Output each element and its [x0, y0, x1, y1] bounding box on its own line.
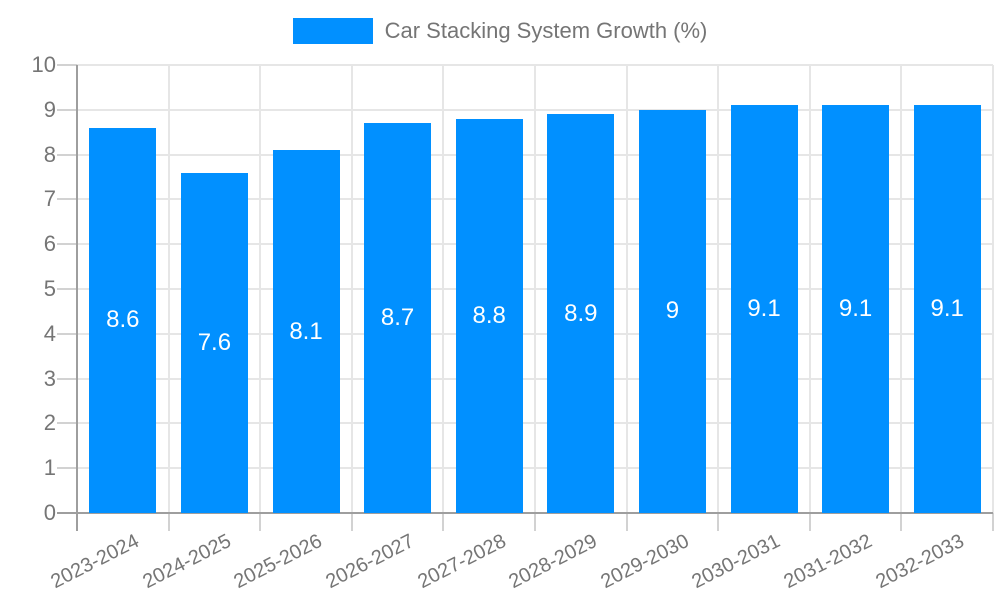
x-tick-label: 2025-2026 — [230, 530, 326, 594]
x-tick-label: 2023-2024 — [47, 530, 143, 594]
y-tick-label: 8 — [43, 141, 56, 167]
bar-2029-2030[interactable]: 9 — [638, 109, 706, 513]
x-gridline — [717, 65, 720, 513]
x-tick-label: 2029-2030 — [597, 530, 693, 594]
legend-color-swatch — [292, 18, 373, 44]
x-gridline — [808, 65, 811, 513]
y-axis-tick — [57, 108, 77, 111]
y-axis-tick — [57, 64, 77, 66]
y-tick-label: 3 — [43, 365, 56, 391]
x-gridline — [442, 65, 445, 513]
bar-2023-2024[interactable]: 8.6 — [89, 127, 157, 513]
y-tick-label: 1 — [43, 455, 56, 481]
x-gridline — [625, 65, 628, 513]
y-tick-label: 4 — [43, 320, 56, 346]
bar-2027-2028[interactable]: 8.8 — [455, 118, 523, 513]
bar-2030-2031[interactable]: 9.1 — [730, 105, 798, 513]
bar-value-label: 9.1 — [930, 295, 964, 323]
x-tick-label: 2030-2031 — [688, 530, 784, 594]
x-tick-label: 2031-2032 — [780, 530, 876, 594]
x-axis-tick — [167, 513, 170, 531]
legend-label: Car Stacking System Growth (%) — [384, 18, 708, 43]
y-tick-label: 10 — [31, 52, 56, 77]
bar-value-label: 8.7 — [380, 304, 415, 332]
y-tick-label: 9 — [43, 96, 56, 122]
x-gridline — [900, 65, 903, 513]
y-axis-tick — [57, 377, 77, 380]
bar-2032-2033[interactable]: 9.1 — [913, 105, 981, 513]
bar-2025-2026[interactable]: 8.1 — [272, 150, 340, 513]
y-tick-label: 5 — [43, 276, 56, 301]
x-axis-tick — [625, 513, 628, 531]
x-gridline — [350, 65, 353, 513]
bar-value-label: 9.1 — [747, 295, 781, 323]
x-axis-tick — [442, 513, 445, 531]
y-axis-tick — [57, 153, 77, 156]
bar-2026-2027[interactable]: 8.7 — [364, 123, 432, 513]
x-axis-tick — [717, 513, 720, 531]
y-axis-tick — [57, 332, 77, 335]
bar-2028-2029[interactable]: 8.9 — [547, 114, 615, 513]
y-tick-label: 0 — [43, 500, 56, 525]
x-gridline — [167, 65, 170, 513]
y-tick-label: 2 — [43, 410, 56, 436]
y-tick-label: 6 — [43, 231, 56, 257]
y-axis-tick — [57, 243, 77, 246]
x-gridline — [534, 65, 536, 513]
x-axis-line — [57, 512, 993, 514]
bar-value-label: 8.1 — [289, 317, 323, 345]
bar-2031-2032[interactable]: 9.1 — [822, 105, 890, 513]
bar-value-label: 7.6 — [197, 328, 232, 356]
y-axis-line — [76, 65, 78, 531]
x-axis-tick — [900, 513, 903, 531]
x-axis-tick — [808, 513, 811, 531]
bar-value-label: 8.6 — [106, 306, 140, 334]
bar-value-label: 9 — [665, 297, 680, 325]
x-axis-tick — [992, 513, 994, 531]
x-tick-label: 2026-2027 — [322, 530, 418, 594]
x-tick-label: 2024-2025 — [139, 530, 235, 594]
x-gridline — [992, 65, 994, 513]
y-tick-label: 7 — [43, 186, 56, 212]
y-axis-tick — [57, 288, 77, 290]
x-axis-tick — [350, 513, 353, 531]
chart-legend-item[interactable]: Car Stacking System Growth (%) — [0, 17, 1000, 45]
bar-value-label: 9.1 — [838, 295, 873, 323]
bar-value-label: 8.9 — [564, 299, 598, 327]
x-axis-tick — [534, 513, 536, 531]
bar-2024-2025[interactable]: 7.6 — [180, 172, 248, 513]
x-tick-label: 2027-2028 — [413, 530, 510, 594]
y-axis-tick — [57, 422, 77, 425]
y-axis-tick — [57, 467, 77, 470]
x-axis-tick — [259, 513, 262, 531]
bar-value-label: 8.8 — [472, 301, 506, 329]
x-tick-label: 2032-2033 — [871, 530, 968, 594]
y-axis-tick — [57, 198, 77, 201]
x-gridline — [259, 65, 262, 513]
x-tick-label: 2028-2029 — [505, 530, 601, 594]
